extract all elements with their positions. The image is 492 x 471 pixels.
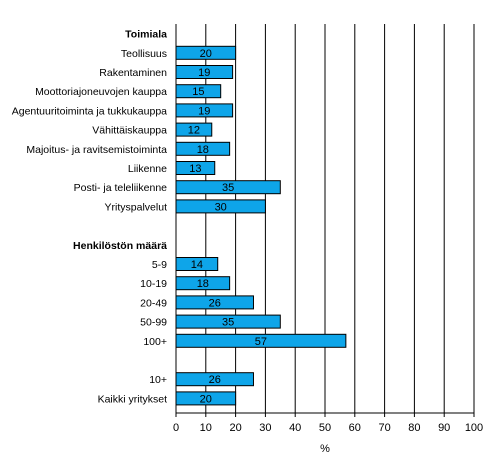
category-label: Liikenne <box>128 163 167 175</box>
x-tick-label: 40 <box>289 422 301 434</box>
category-label: 10+ <box>149 374 167 386</box>
data-label: 20 <box>200 48 212 60</box>
data-label: 15 <box>192 86 204 98</box>
x-tick-label: 50 <box>319 422 331 434</box>
category-label: 10-19 <box>140 278 167 290</box>
x-tick-label: 20 <box>229 422 241 434</box>
x-axis-label: % <box>320 443 330 455</box>
x-tick-label: 90 <box>438 422 450 434</box>
data-label: 57 <box>255 336 267 348</box>
category-label: Yrityspalvelut <box>105 201 168 213</box>
data-label: 18 <box>197 144 209 156</box>
x-tick-label: 70 <box>378 422 390 434</box>
data-label: 30 <box>215 201 227 213</box>
data-label: 14 <box>191 259 203 271</box>
x-tick-label: 30 <box>259 422 271 434</box>
data-label: 35 <box>222 182 234 194</box>
category-label: Kaikki yritykset <box>98 393 168 405</box>
x-tick-label: 80 <box>408 422 420 434</box>
x-tick-label: 10 <box>200 422 212 434</box>
x-axis: 0 10 20 30 40 50 60 70 80 90 100 <box>173 24 483 434</box>
group-heading: Henkilöstön määrä <box>73 240 167 252</box>
group-heading: Toimiala <box>125 29 167 41</box>
category-label: Agentuuritoiminta ja tukkukauppa <box>12 105 167 117</box>
data-label: 35 <box>222 317 234 329</box>
x-tick-label: 60 <box>349 422 361 434</box>
category-label: Posti- ja teleliikenne <box>74 182 168 194</box>
category-label: Majoitus- ja ravitsemistoiminta <box>26 144 167 156</box>
category-label: Vähittäiskauppa <box>92 125 167 137</box>
data-label: 26 <box>209 374 221 386</box>
category-label: 5-9 <box>152 259 167 271</box>
data-label: 13 <box>189 163 201 175</box>
data-label: 19 <box>198 105 210 117</box>
category-label: 20-49 <box>140 297 167 309</box>
category-label: Moottoriajoneuvojen kauppa <box>35 86 167 98</box>
x-tick-label: 0 <box>173 422 179 434</box>
data-label: 19 <box>198 67 210 79</box>
category-label: Rakentaminen <box>99 67 167 79</box>
data-label: 12 <box>188 125 200 137</box>
data-label: 20 <box>200 393 212 405</box>
category-label: 50-99 <box>140 317 167 329</box>
data-label: 26 <box>209 297 221 309</box>
gridlines <box>205 24 475 413</box>
category-label: 100+ <box>143 336 167 348</box>
x-tick-label: 100 <box>465 422 483 434</box>
category-label: Teollisuus <box>121 48 167 60</box>
data-label: 18 <box>197 278 209 290</box>
category-labels: Toimiala Teollisuus Rakentaminen Moottoriaj… <box>12 29 167 406</box>
